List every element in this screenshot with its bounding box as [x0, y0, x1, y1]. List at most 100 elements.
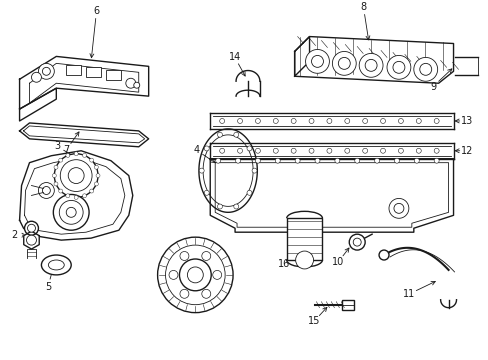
Polygon shape: [24, 231, 39, 249]
Circle shape: [165, 245, 224, 305]
Circle shape: [348, 234, 365, 250]
Circle shape: [246, 146, 251, 151]
Circle shape: [217, 204, 222, 209]
Bar: [66, 66, 81, 75]
Circle shape: [82, 194, 86, 198]
Ellipse shape: [48, 260, 64, 270]
Circle shape: [352, 238, 361, 246]
Circle shape: [332, 51, 355, 75]
Circle shape: [59, 189, 62, 193]
Text: 10: 10: [331, 257, 344, 267]
Circle shape: [334, 158, 339, 163]
Text: 16: 16: [278, 258, 290, 269]
Polygon shape: [20, 57, 148, 109]
Circle shape: [413, 57, 437, 81]
Text: 2: 2: [11, 230, 18, 240]
Circle shape: [233, 132, 238, 137]
Circle shape: [26, 235, 37, 245]
Text: 8: 8: [360, 2, 366, 12]
Circle shape: [54, 154, 98, 197]
Bar: [342, 300, 353, 310]
Circle shape: [388, 198, 408, 218]
Circle shape: [433, 148, 438, 153]
Circle shape: [169, 270, 178, 279]
Circle shape: [199, 168, 204, 173]
Circle shape: [27, 224, 36, 232]
Circle shape: [344, 148, 349, 153]
Circle shape: [66, 153, 70, 157]
Circle shape: [180, 252, 188, 260]
Circle shape: [415, 148, 420, 153]
Circle shape: [53, 194, 89, 230]
Circle shape: [94, 165, 98, 169]
Polygon shape: [20, 123, 148, 147]
Polygon shape: [210, 159, 452, 232]
Circle shape: [235, 158, 240, 163]
Circle shape: [308, 148, 313, 153]
Circle shape: [415, 118, 420, 123]
Circle shape: [59, 158, 62, 162]
Circle shape: [295, 158, 300, 163]
Circle shape: [52, 174, 56, 177]
Circle shape: [308, 118, 313, 123]
Text: 3: 3: [54, 141, 60, 151]
Circle shape: [393, 203, 403, 213]
Circle shape: [204, 146, 209, 151]
Circle shape: [314, 158, 319, 163]
Circle shape: [42, 186, 50, 194]
Circle shape: [354, 158, 359, 163]
Text: 15: 15: [307, 316, 320, 326]
Circle shape: [237, 118, 242, 123]
Circle shape: [54, 165, 58, 169]
Circle shape: [54, 182, 58, 186]
Circle shape: [419, 63, 431, 75]
Circle shape: [94, 182, 98, 186]
Circle shape: [212, 270, 221, 279]
Bar: [86, 67, 101, 77]
Circle shape: [359, 53, 382, 77]
Circle shape: [326, 148, 331, 153]
Circle shape: [180, 289, 188, 298]
Circle shape: [413, 158, 418, 163]
Circle shape: [251, 168, 257, 173]
Circle shape: [380, 148, 385, 153]
Circle shape: [433, 158, 438, 163]
Circle shape: [398, 118, 403, 123]
Circle shape: [68, 168, 84, 184]
Circle shape: [326, 118, 331, 123]
Circle shape: [157, 237, 233, 312]
Circle shape: [39, 183, 54, 198]
Circle shape: [187, 267, 203, 283]
Circle shape: [74, 152, 78, 156]
Text: 6: 6: [93, 6, 100, 16]
Text: 4: 4: [193, 145, 199, 155]
Circle shape: [362, 118, 367, 123]
Circle shape: [42, 67, 50, 75]
Circle shape: [255, 158, 260, 163]
Circle shape: [217, 132, 222, 137]
Circle shape: [237, 148, 242, 153]
Circle shape: [398, 148, 403, 153]
Circle shape: [255, 118, 260, 123]
Circle shape: [125, 78, 136, 88]
Circle shape: [246, 190, 251, 195]
Circle shape: [290, 118, 296, 123]
Circle shape: [344, 118, 349, 123]
Polygon shape: [294, 37, 309, 76]
Polygon shape: [294, 37, 452, 83]
Circle shape: [60, 160, 92, 192]
Circle shape: [202, 289, 210, 298]
Polygon shape: [20, 88, 56, 121]
Circle shape: [380, 118, 385, 123]
Text: 1: 1: [170, 297, 176, 307]
Circle shape: [311, 55, 323, 67]
Circle shape: [202, 252, 210, 260]
Text: 9: 9: [429, 82, 435, 92]
Text: 7: 7: [63, 145, 69, 155]
Circle shape: [82, 153, 86, 157]
Circle shape: [59, 201, 83, 224]
Circle shape: [365, 59, 376, 71]
Text: 12: 12: [460, 146, 473, 156]
Circle shape: [338, 57, 349, 69]
Polygon shape: [20, 151, 133, 240]
